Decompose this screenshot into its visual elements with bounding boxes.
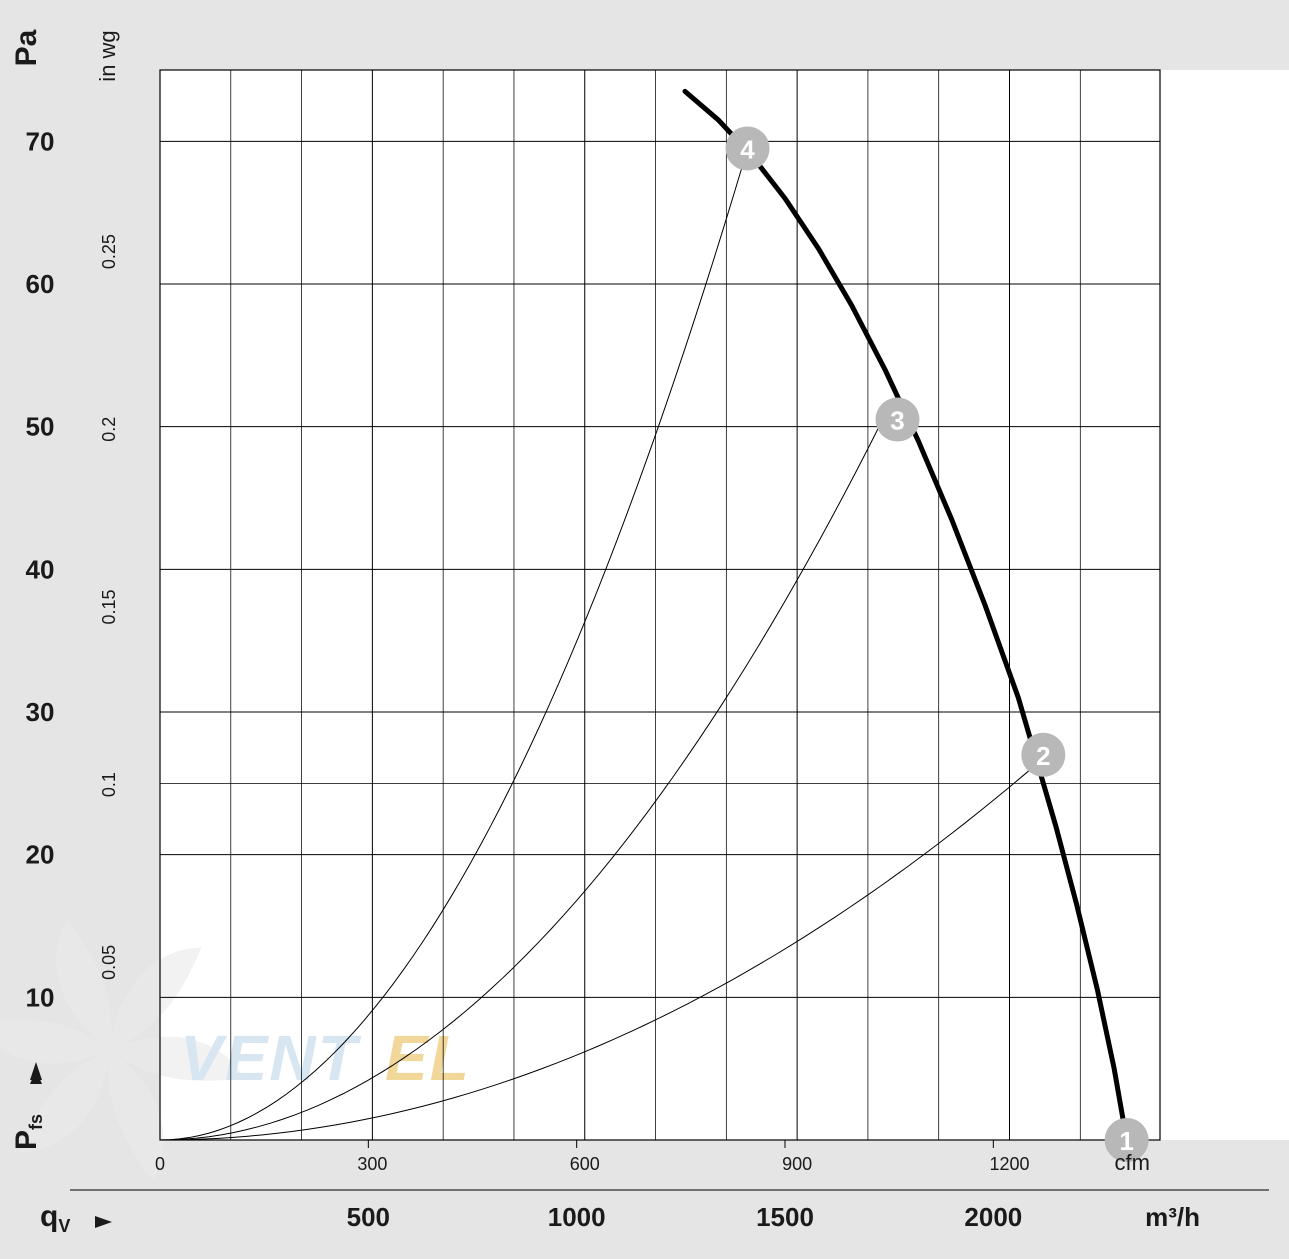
svg-text:4: 4 [740,134,755,164]
y-tick-pa: 60 [26,269,55,299]
x-tick-cfm: 300 [357,1154,387,1174]
svg-text:2: 2 [1036,741,1050,771]
operating-point-3: 3 [876,398,920,442]
y-unit-pa: Pa [10,29,43,66]
svg-text:VENT: VENT [180,1022,362,1094]
y-tick-inwg: 0.15 [99,589,119,624]
top-axis-band [0,0,1289,70]
x-tick-cfm: 900 [782,1154,812,1174]
x-tick-m3h: 500 [347,1202,390,1232]
chart-container: VENTELVENTEL1234Pa10203040506070Pfsin wg… [0,0,1289,1259]
svg-text:3: 3 [890,406,904,436]
svg-text:EL: EL [385,1022,471,1094]
y-tick-pa: 10 [26,982,55,1012]
x-unit-m3h: m³/h [1145,1202,1200,1232]
x-axis-band [0,1140,1289,1259]
y-tick-inwg: 0.1 [99,772,119,797]
y-tick-pa: 70 [26,126,55,156]
x-unit-cfm: cfm [1115,1150,1150,1175]
x-tick-cfm: 1200 [989,1154,1029,1174]
x-tick-m3h: 1500 [756,1202,814,1232]
y-tick-pa: 50 [26,412,55,442]
x-tick-cfm: 0 [155,1154,165,1174]
operating-point-2: 2 [1021,733,1065,777]
y-tick-pa: 20 [26,840,55,870]
fan-performance-chart: VENTELVENTEL1234Pa10203040506070Pfsin wg… [0,0,1289,1259]
y-tick-pa: 30 [26,697,55,727]
y-tick-inwg: 0.25 [99,234,119,269]
operating-point-4: 4 [726,126,770,170]
x-tick-m3h: 2000 [964,1202,1022,1232]
y-tick-pa: 40 [26,554,55,584]
x-tick-m3h: 1000 [548,1202,606,1232]
x-tick-cfm: 600 [570,1154,600,1174]
y-tick-inwg: 0.2 [99,417,119,442]
y-tick-inwg: 0.05 [99,945,119,980]
y-unit-inwg: in wg [95,30,120,81]
